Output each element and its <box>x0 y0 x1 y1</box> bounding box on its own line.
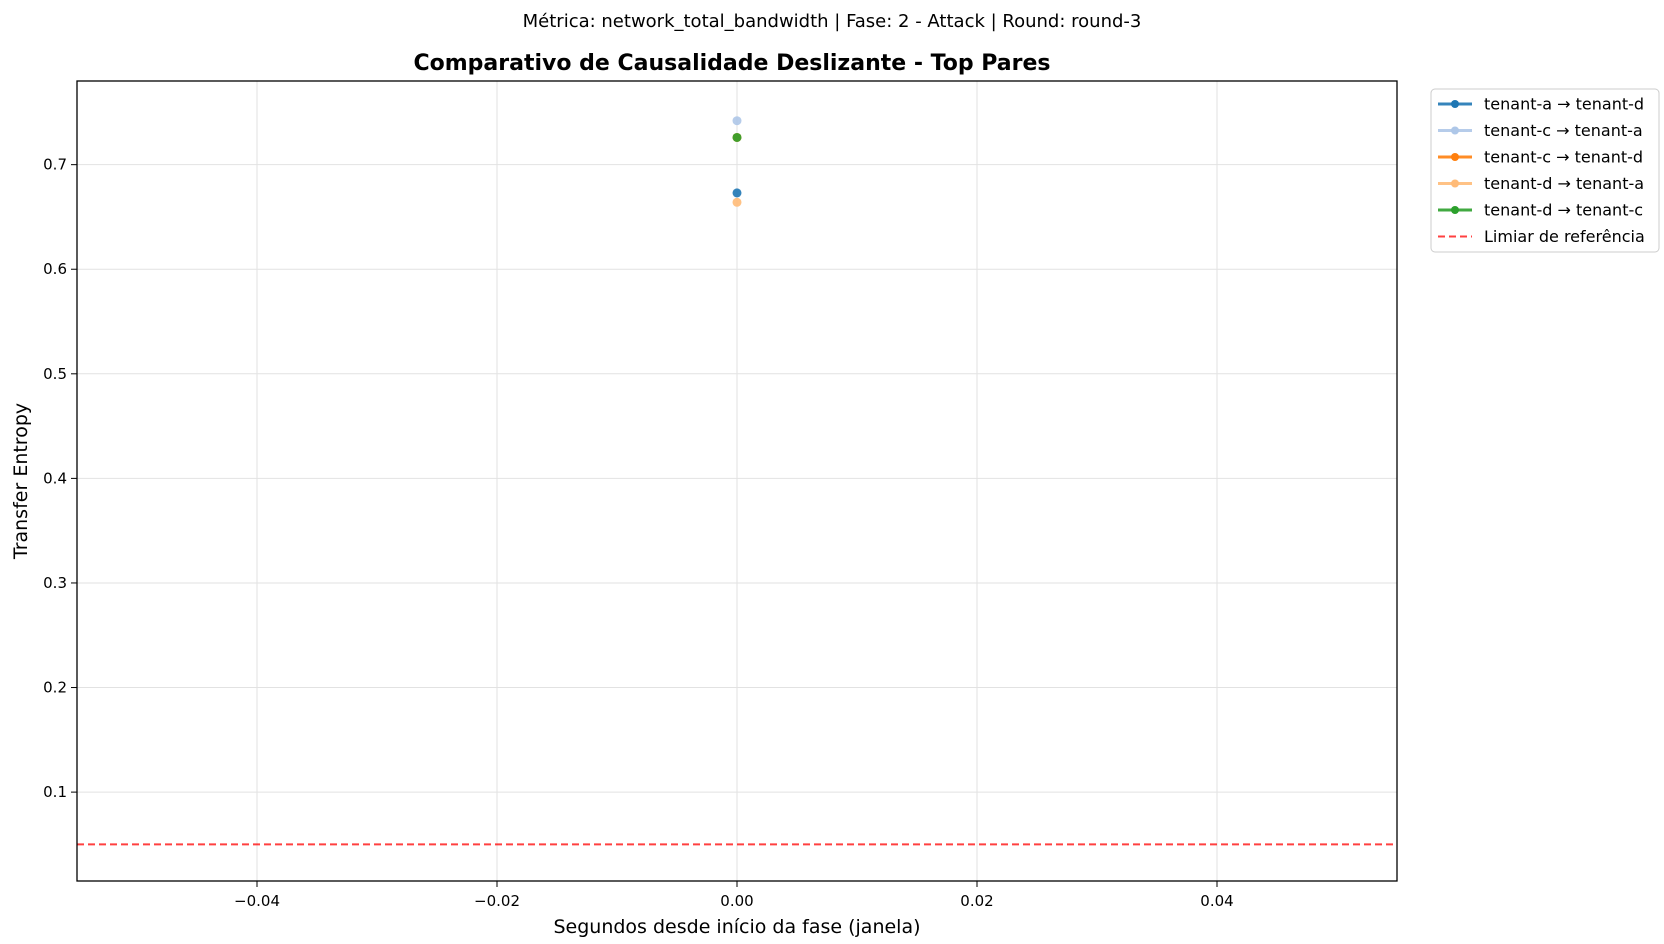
chart-title: Comparativo de Causalidade Deslizante - … <box>414 51 1051 76</box>
x-tick-label: 0.02 <box>960 892 993 910</box>
y-tick-label: 0.7 <box>43 156 67 174</box>
legend-entry-label: tenant-c → tenant-a <box>1484 121 1643 140</box>
chart-suptitle: Métrica: network_total_bandwidth | Fase:… <box>523 11 1142 32</box>
y-tick-label: 0.1 <box>43 783 67 801</box>
y-tick-label: 0.3 <box>43 574 67 592</box>
legend-box <box>1430 88 1660 253</box>
x-tick-label: 0.00 <box>720 892 753 910</box>
x-axis-label: Segundos desde início da fase (janela) <box>553 916 920 938</box>
x-tick-label: −0.02 <box>474 892 520 910</box>
x-tick-label: 0.04 <box>1200 892 1233 910</box>
data-point <box>732 197 742 207</box>
y-tick-label: 0.6 <box>43 260 67 278</box>
y-axis-label: Transfer Entropy <box>10 403 32 560</box>
y-tick-label: 0.4 <box>43 469 67 487</box>
grid-lines <box>77 81 1397 881</box>
x-tick-label: −0.04 <box>234 892 280 910</box>
legend-entry-label: tenant-d → tenant-a <box>1484 174 1644 193</box>
data-point <box>732 116 742 126</box>
legend-marker <box>1451 179 1459 188</box>
legend-entry-label: tenant-c → tenant-d <box>1484 148 1643 167</box>
legend-entry-label: tenant-d → tenant-c <box>1484 201 1643 220</box>
y-tick-label: 0.2 <box>43 679 67 697</box>
data-points-layer <box>732 116 742 207</box>
legend-entry-label: Limiar de referência <box>1484 227 1645 246</box>
legend-marker <box>1451 100 1459 108</box>
y-tick-label: 0.5 <box>43 365 67 383</box>
legend-marker <box>1451 206 1459 214</box>
legend-marker <box>1451 153 1459 161</box>
legend: tenant-a → tenant-d tenant-c → tenant-a te… <box>1430 88 1660 253</box>
x-axis-ticks: −0.04 −0.02 0.00 0.02 0.04 <box>234 881 1234 910</box>
legend-marker <box>1451 126 1459 135</box>
y-axis-ticks: 0.1 0.2 0.3 0.4 0.5 0.6 0.7 <box>43 156 77 801</box>
legend-entry-label: tenant-a → tenant-d <box>1484 95 1644 114</box>
data-point <box>732 188 742 198</box>
data-point <box>732 132 742 142</box>
